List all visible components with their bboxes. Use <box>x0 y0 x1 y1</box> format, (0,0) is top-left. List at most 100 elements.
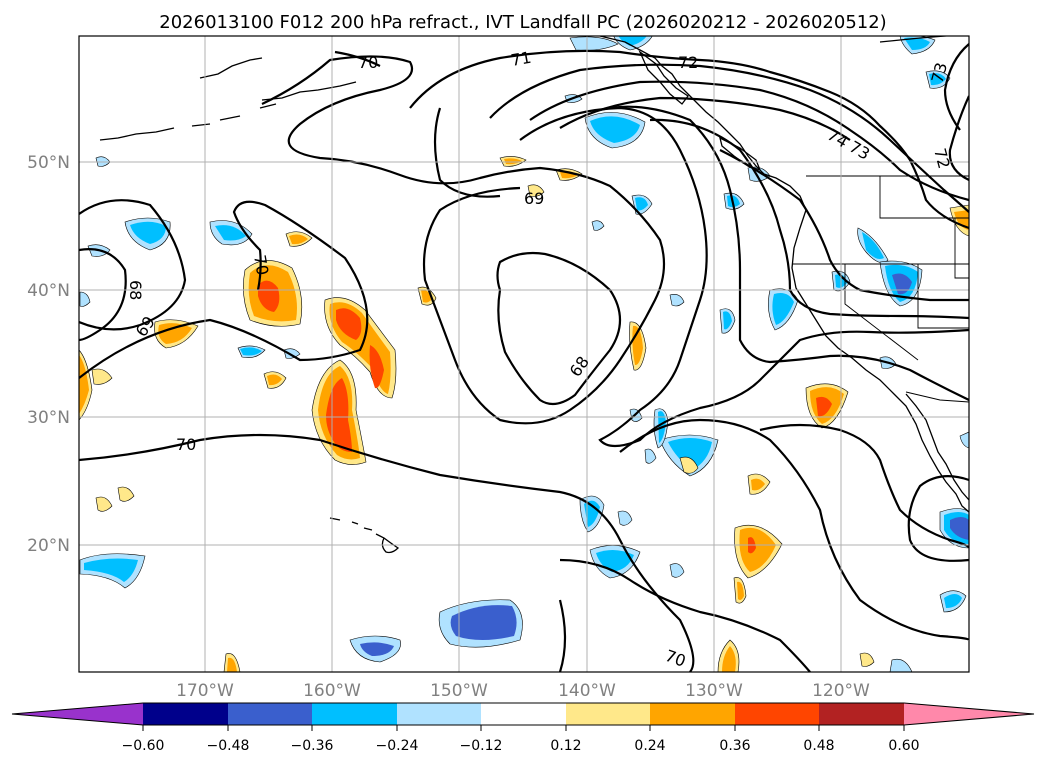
neg-region <box>669 294 685 307</box>
pos-region <box>79 355 89 414</box>
colorbar-segment <box>228 703 312 725</box>
north-america-coast <box>599 36 969 513</box>
contour-73-ne <box>943 43 969 131</box>
neg-region <box>584 500 600 527</box>
neg-region <box>360 642 394 656</box>
neg-region <box>862 232 884 259</box>
contour-east-edge <box>907 475 969 562</box>
neg-region <box>591 220 605 231</box>
longitude-labels: 170°W 160°W 150°W 140°W 130°W 120°W <box>176 681 870 701</box>
colorbar-left-extension <box>12 703 143 725</box>
colorbar-right-extension <box>904 703 1034 725</box>
pos-region <box>954 210 969 230</box>
contour-label: 72 <box>930 146 954 171</box>
colorbar-tick-label: −0.12 <box>460 738 503 754</box>
contour-inner-2 <box>599 105 969 401</box>
colorbar-segment <box>143 703 228 725</box>
contour-label: 73 <box>928 60 952 85</box>
borders <box>792 175 969 403</box>
pos-region <box>751 478 765 491</box>
contour-southeast <box>619 418 969 642</box>
neg-region <box>668 438 712 470</box>
neg-region <box>959 431 969 449</box>
neg-region <box>892 273 912 295</box>
lon-label: 140°W <box>558 681 616 701</box>
pos-region <box>369 345 384 389</box>
pos-region <box>336 308 362 340</box>
lon-label: 150°W <box>430 681 488 701</box>
contour-label: 70 <box>358 53 378 72</box>
lat-label: 20°N <box>27 536 70 556</box>
contour-71 <box>409 49 969 230</box>
graticule <box>79 36 969 672</box>
pos-region <box>91 368 113 385</box>
neg-region <box>950 517 969 540</box>
colorbar-tick-label: 0.60 <box>888 738 919 754</box>
colorbar-segment <box>566 703 650 725</box>
neg-region <box>929 73 946 86</box>
neg-region <box>240 347 262 356</box>
contour-72 <box>489 63 969 213</box>
lon-label: 130°W <box>685 681 743 701</box>
neg-region <box>590 116 640 143</box>
colorbar-tick-marks <box>142 725 905 731</box>
map-title: 2026013100 F012 200 hPa refract., IVT La… <box>159 12 886 33</box>
coastlines <box>99 36 969 554</box>
hawaii-islands <box>329 517 400 554</box>
contour-label: 70 <box>176 435 196 454</box>
state-border <box>844 264 919 361</box>
contour-mid <box>433 107 501 198</box>
pos-region <box>158 323 192 344</box>
colorbar-tick-label: 0.12 <box>550 738 581 754</box>
alaska-coast <box>199 36 953 101</box>
colorbar-ticks: −0.60 −0.48 −0.36 −0.24 −0.12 0.12 0.24 … <box>122 738 920 754</box>
colorbar-tick-label: 0.24 <box>634 738 665 754</box>
colorbar-tick-label: −0.48 <box>207 738 250 754</box>
pos-region <box>737 581 744 600</box>
neg-region <box>215 225 246 241</box>
neg-region <box>944 594 962 608</box>
contour-70-main <box>79 433 695 672</box>
mexico-border <box>905 391 969 403</box>
lon-label: 120°W <box>812 681 870 701</box>
contour-70-upper <box>261 55 666 425</box>
contour-label: 69 <box>524 189 544 208</box>
contour-mid-2 <box>558 599 567 672</box>
neg-region <box>450 605 517 640</box>
contour-68 <box>496 251 621 406</box>
pos-region <box>679 456 699 474</box>
lon-label: 160°W <box>303 681 361 701</box>
pos-region <box>504 158 522 165</box>
map-frame <box>78 35 970 673</box>
pos-region <box>859 652 875 667</box>
neg-region <box>84 558 138 582</box>
contour-69-loop <box>79 200 369 379</box>
pos-region <box>816 396 832 417</box>
contour-72-ne <box>948 95 969 181</box>
latitude-labels: 50°N 40°N 30°N 20°N <box>27 153 70 556</box>
contour-label: 72 <box>678 53 698 72</box>
map-area <box>79 36 969 672</box>
contour-inner-1 <box>519 106 969 448</box>
neg-region <box>889 658 913 672</box>
colorbar-segment <box>735 703 819 725</box>
pos-region <box>117 486 135 502</box>
pos-region <box>258 280 280 312</box>
contour-70-west <box>79 199 187 331</box>
neg-region <box>723 311 732 330</box>
neg-region <box>904 37 930 50</box>
contour-label: 68 <box>126 280 145 300</box>
neg-region <box>79 291 91 307</box>
neg-region <box>617 510 633 526</box>
pos-region <box>722 646 736 672</box>
contour-73 <box>529 80 969 202</box>
colorbar-segment <box>397 703 481 725</box>
pos-region <box>227 657 237 672</box>
colorbar-segment <box>312 703 397 725</box>
colorbar-segment <box>650 703 735 725</box>
colorbar-tick-label: −0.36 <box>291 738 334 754</box>
colorbar-segment <box>481 703 566 725</box>
pos-region <box>421 289 432 303</box>
lat-label: 30°N <box>27 408 70 428</box>
